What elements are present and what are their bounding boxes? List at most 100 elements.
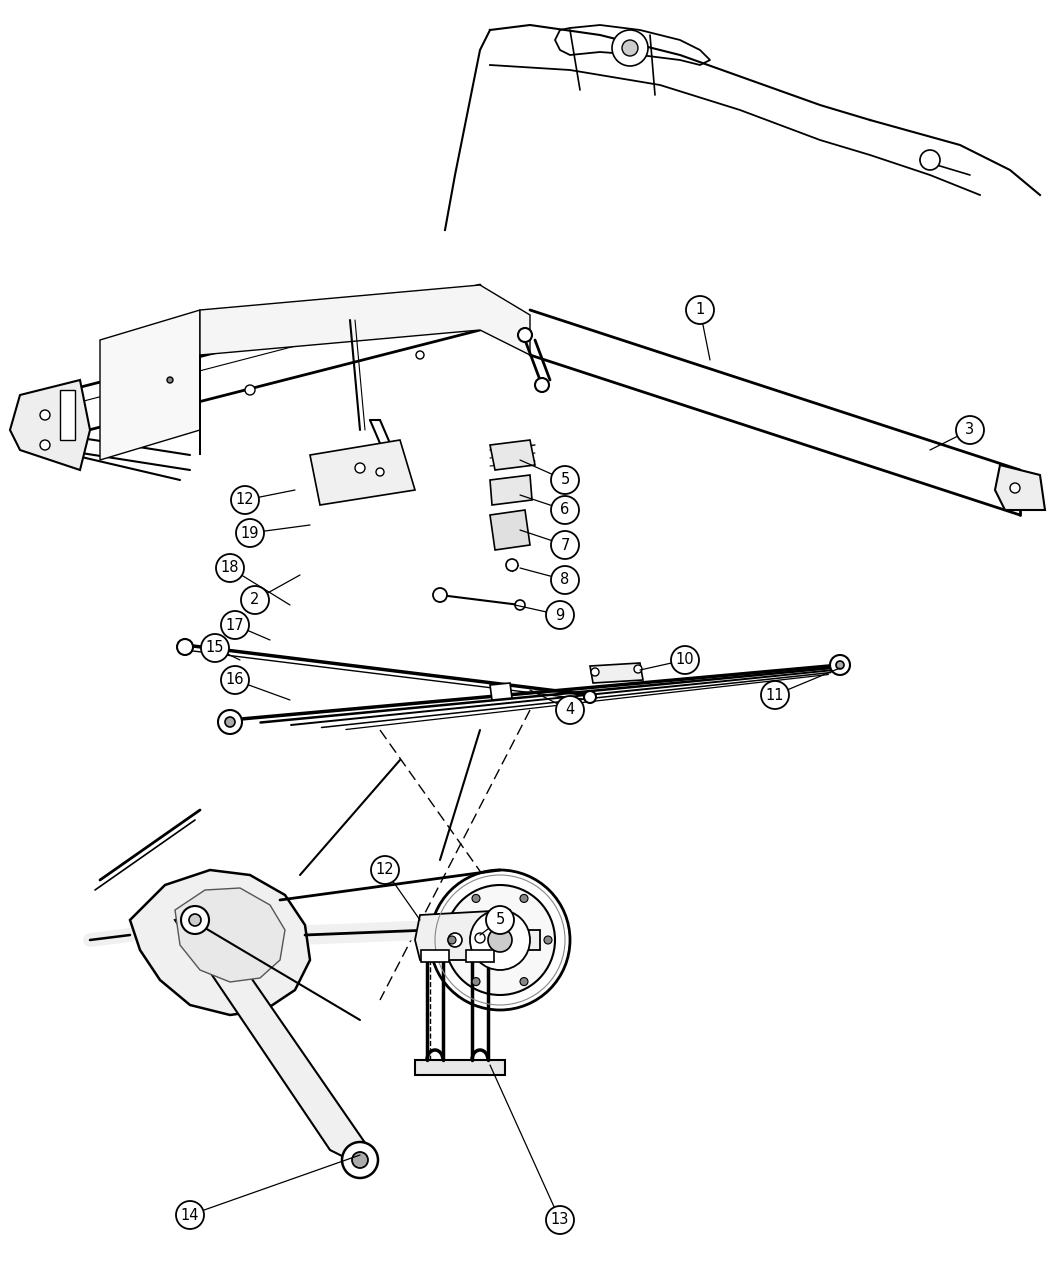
Polygon shape (995, 465, 1045, 510)
Text: 17: 17 (226, 617, 245, 632)
Circle shape (430, 870, 570, 1010)
Circle shape (634, 666, 642, 673)
Circle shape (920, 150, 940, 170)
Text: 2: 2 (250, 593, 259, 607)
Bar (466, 950, 493, 963)
Polygon shape (310, 440, 415, 505)
Circle shape (201, 634, 229, 662)
Circle shape (544, 936, 552, 944)
Polygon shape (175, 910, 370, 1165)
Circle shape (475, 933, 485, 944)
Polygon shape (490, 683, 512, 700)
Circle shape (433, 588, 447, 602)
Circle shape (536, 377, 549, 391)
Text: 6: 6 (561, 502, 569, 518)
Text: 11: 11 (765, 687, 784, 703)
Polygon shape (200, 286, 530, 455)
Circle shape (551, 465, 579, 493)
Circle shape (546, 601, 574, 629)
Bar (60, 390, 75, 440)
Polygon shape (100, 310, 200, 460)
Text: 14: 14 (181, 1207, 200, 1223)
Bar (421, 950, 449, 963)
Circle shape (622, 40, 638, 56)
Circle shape (218, 710, 242, 734)
Polygon shape (490, 510, 530, 550)
Circle shape (448, 933, 462, 947)
Circle shape (176, 1201, 204, 1229)
Circle shape (612, 31, 648, 66)
Text: 1: 1 (695, 302, 705, 317)
Circle shape (236, 519, 264, 547)
Polygon shape (415, 1060, 505, 1075)
Circle shape (488, 928, 512, 952)
Circle shape (416, 351, 424, 360)
Circle shape (448, 936, 456, 944)
Circle shape (472, 978, 480, 986)
Circle shape (836, 660, 844, 669)
Circle shape (245, 385, 255, 395)
Circle shape (342, 1142, 378, 1178)
Polygon shape (10, 380, 90, 470)
Polygon shape (175, 887, 285, 982)
Polygon shape (490, 440, 536, 470)
Circle shape (671, 646, 699, 674)
Text: 9: 9 (555, 607, 565, 622)
Polygon shape (415, 910, 540, 960)
Circle shape (591, 668, 598, 676)
Text: 4: 4 (565, 703, 574, 718)
Text: 3: 3 (965, 422, 974, 437)
Circle shape (518, 328, 532, 342)
Circle shape (40, 411, 50, 419)
Circle shape (956, 416, 984, 444)
Text: 18: 18 (220, 561, 239, 575)
Circle shape (1010, 483, 1020, 493)
Text: 7: 7 (561, 538, 570, 552)
Text: 12: 12 (376, 862, 395, 877)
Text: 5: 5 (561, 473, 569, 487)
Text: 13: 13 (551, 1213, 569, 1228)
Circle shape (352, 1153, 367, 1168)
Circle shape (445, 885, 555, 994)
Circle shape (376, 468, 384, 476)
Circle shape (514, 601, 525, 609)
Circle shape (551, 496, 579, 524)
Circle shape (181, 907, 209, 935)
Polygon shape (490, 476, 532, 505)
Circle shape (551, 566, 579, 594)
Text: 10: 10 (676, 653, 694, 668)
Circle shape (231, 486, 259, 514)
Text: 15: 15 (206, 640, 225, 655)
Text: 5: 5 (496, 913, 505, 927)
Circle shape (177, 639, 193, 655)
Circle shape (225, 717, 235, 727)
Polygon shape (130, 870, 310, 1015)
Text: 19: 19 (240, 525, 259, 541)
Circle shape (371, 856, 399, 884)
Text: 8: 8 (561, 572, 569, 588)
Circle shape (486, 907, 514, 935)
Circle shape (520, 895, 528, 903)
Circle shape (556, 696, 584, 724)
Circle shape (830, 655, 850, 674)
Circle shape (220, 666, 249, 694)
Circle shape (40, 440, 50, 450)
Circle shape (355, 463, 365, 473)
Circle shape (220, 611, 249, 639)
Circle shape (242, 586, 269, 615)
Polygon shape (590, 663, 643, 683)
Circle shape (551, 530, 579, 558)
Circle shape (216, 555, 244, 581)
Text: 12: 12 (235, 492, 254, 507)
Circle shape (546, 1206, 574, 1234)
Circle shape (686, 296, 714, 324)
Circle shape (520, 978, 528, 986)
Circle shape (472, 895, 480, 903)
Circle shape (470, 910, 530, 970)
Circle shape (584, 691, 596, 703)
Circle shape (761, 681, 789, 709)
Circle shape (167, 377, 173, 382)
Circle shape (506, 558, 518, 571)
Circle shape (189, 914, 201, 926)
Text: 16: 16 (226, 672, 245, 687)
